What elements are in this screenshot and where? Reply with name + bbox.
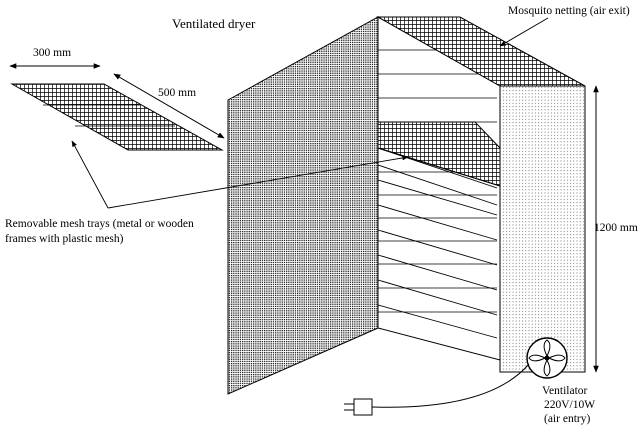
- cabinet-side-panel: [227, 16, 379, 395]
- netting-callout: Mosquito netting (air exit): [499, 5, 630, 47]
- trays-label-line2: frames with plastic mesh): [5, 233, 124, 245]
- ventilator-fan-icon: [526, 337, 568, 379]
- power-plug-icon: [344, 363, 530, 416]
- ventilator-callout: Ventilator 220V/10W (air entry): [542, 385, 595, 425]
- ventilator-label-line3: (air entry): [544, 413, 590, 425]
- netting-label: Mosquito netting (air exit): [508, 5, 630, 17]
- trays-label-line1: Removable mesh trays (metal or wooden: [5, 218, 194, 230]
- diagram-title: Ventilated dryer: [172, 16, 256, 31]
- tray-callout: Removable mesh trays (metal or wooden fr…: [5, 140, 409, 245]
- height-label: 1200 mm: [594, 222, 638, 234]
- tray-depth-dimension: 500 mm: [113, 73, 225, 139]
- tray-width-label: 300 mm: [33, 47, 71, 59]
- height-dimension: 1200 mm: [593, 85, 638, 373]
- ventilator-label-line2: 220V/10W: [544, 399, 595, 411]
- cabinet-front-panel: [499, 85, 586, 373]
- tray-width-dimension: 300 mm: [9, 47, 101, 69]
- tray-depth-label: 500 mm: [158, 87, 196, 99]
- ventilator-label-line1: Ventilator: [542, 385, 588, 397]
